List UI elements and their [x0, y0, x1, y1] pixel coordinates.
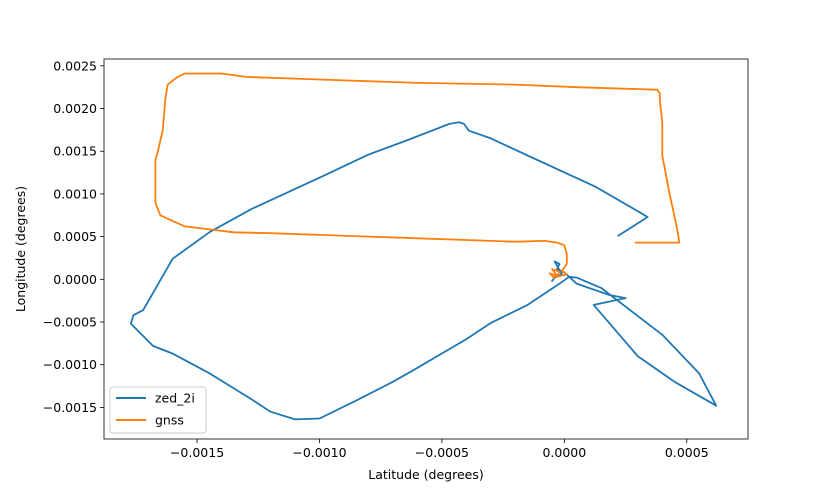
y-tick-label: −0.0015 [43, 400, 97, 415]
y-axis-label: Longitude (degrees) [13, 186, 28, 312]
x-tick-label: −0.0015 [170, 445, 224, 460]
y-tick-label: 0.0025 [53, 58, 97, 73]
legend-label-gnss: gnss [155, 413, 184, 428]
legend-label-zed_2i: zed_2i [155, 391, 195, 406]
plot-frame [103, 58, 749, 440]
y-axis: −0.0015 −0.0010 −0.0005 0.0000 0.0005 0.0010 0… [43, 58, 104, 415]
y-tick-label: −0.0010 [43, 357, 97, 372]
series-line-zed_2i [130, 121, 718, 421]
y-tick-label: 0.0020 [53, 101, 97, 116]
y-tick-label: 0.0010 [53, 186, 97, 201]
x-axis-label: Latitude (degrees) [368, 467, 484, 482]
x-axis: −0.0015 −0.0010 −0.0005 0.0000 0.0005 [170, 439, 709, 460]
y-tick-label: 0.0015 [53, 144, 97, 159]
series-layer [130, 72, 718, 421]
x-tick-label: −0.0010 [292, 445, 346, 460]
legend: zed_2i gnss [109, 386, 207, 434]
y-tick-label: 0.0005 [53, 229, 97, 244]
y-tick-label: −0.0005 [43, 315, 97, 330]
x-tick-label: −0.0005 [415, 445, 469, 460]
y-tick-label: 0.0000 [53, 272, 97, 287]
x-tick-label: 0.0000 [542, 445, 586, 460]
x-tick-label: 0.0005 [665, 445, 709, 460]
series-line-gnss [154, 72, 681, 280]
